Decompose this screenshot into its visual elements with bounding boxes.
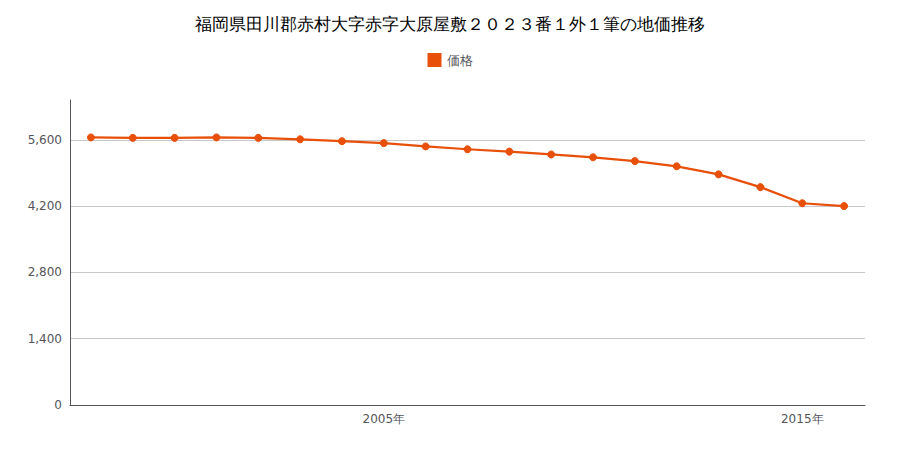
svg-text:5,600: 5,600 (28, 133, 62, 147)
svg-text:福岡県田川郡赤村大字赤字大原屋敷２０２３番１外１筆の地価推移: 福岡県田川郡赤村大字赤字大原屋敷２０２３番１外１筆の地価推移 (195, 14, 705, 34)
svg-text:0: 0 (54, 398, 62, 412)
svg-text:2,800: 2,800 (28, 265, 62, 279)
svg-text:価格: 価格 (447, 53, 473, 68)
svg-text:2005年: 2005年 (363, 412, 406, 426)
svg-text:2015年: 2015年 (781, 412, 824, 426)
svg-text:4,200: 4,200 (28, 199, 62, 213)
svg-text:1,400: 1,400 (28, 332, 62, 346)
